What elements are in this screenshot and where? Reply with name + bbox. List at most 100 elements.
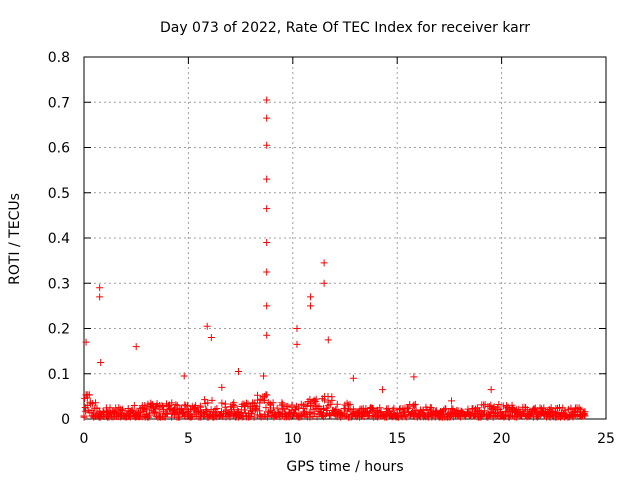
data-point xyxy=(173,402,181,410)
data-point xyxy=(401,412,409,420)
data-point xyxy=(172,401,180,409)
data-point-peak xyxy=(263,268,271,276)
data-point xyxy=(448,404,456,412)
data-point xyxy=(306,402,314,410)
data-point xyxy=(208,396,216,404)
data-point xyxy=(218,399,226,407)
data-point xyxy=(360,413,368,421)
data-point xyxy=(266,400,274,408)
data-point xyxy=(263,413,271,421)
data-point-peak xyxy=(207,334,215,342)
data-point xyxy=(575,405,583,413)
data-point-peak xyxy=(320,259,328,267)
y-tick-label: 0.8 xyxy=(48,50,70,66)
data-point xyxy=(181,401,189,409)
data-point-peak xyxy=(263,302,271,310)
data-point xyxy=(305,409,313,417)
data-point xyxy=(493,404,501,412)
grid-lines xyxy=(84,57,606,419)
data-point xyxy=(404,404,412,412)
x-tick-labels: 0 5 10 15 20 25 xyxy=(80,431,615,447)
y-tick-label: 0.3 xyxy=(48,276,70,292)
data-point xyxy=(508,401,516,409)
data-point xyxy=(99,408,107,416)
data-point-peak xyxy=(263,141,271,149)
data-point xyxy=(547,404,555,412)
data-point xyxy=(158,401,166,409)
data-point-peak xyxy=(263,239,271,247)
data-point xyxy=(410,401,418,409)
data-point xyxy=(262,404,270,412)
data-point-peak xyxy=(263,175,271,183)
data-point-peak xyxy=(349,374,357,382)
data-point xyxy=(328,396,336,404)
y-tick-label: 0 xyxy=(61,412,70,428)
x-axis-label: GPS time / hours xyxy=(286,459,403,475)
data-point-peak xyxy=(96,284,104,292)
data-point xyxy=(263,391,271,399)
data-point-peak xyxy=(260,372,268,380)
data-point xyxy=(344,401,352,409)
data-point xyxy=(252,406,260,414)
data-point xyxy=(203,407,211,415)
data-point xyxy=(411,400,419,408)
data-point xyxy=(333,400,341,408)
chart-title: Day 073 of 2022, Rate Of TEC Index for r… xyxy=(160,20,530,36)
data-point-peak xyxy=(447,397,455,405)
data-point xyxy=(379,412,387,420)
data-point-peak xyxy=(82,338,90,346)
data-point xyxy=(253,403,261,411)
data-point-peak xyxy=(263,331,271,339)
data-point-peak xyxy=(235,367,243,375)
data-point xyxy=(256,407,264,415)
data-point xyxy=(83,402,91,410)
data-point xyxy=(395,406,403,414)
data-point xyxy=(201,396,209,404)
data-point xyxy=(196,402,204,410)
data-point xyxy=(294,404,302,412)
data-point xyxy=(184,401,192,409)
data-point-peak xyxy=(487,386,495,394)
data-point-peak xyxy=(263,205,271,213)
data-point xyxy=(151,408,159,416)
data-point-peak xyxy=(263,96,271,104)
data-point xyxy=(115,404,123,412)
data-point xyxy=(80,412,88,420)
data-point-peak xyxy=(307,293,315,301)
data-point xyxy=(256,399,264,407)
y-tick-label: 0.7 xyxy=(48,95,70,111)
x-tick-label: 15 xyxy=(388,431,406,447)
x-tick-label: 20 xyxy=(493,431,511,447)
data-point-peak xyxy=(293,325,301,332)
data-point xyxy=(495,400,503,408)
data-point xyxy=(343,399,351,407)
data-point xyxy=(288,401,296,409)
data-point xyxy=(204,399,212,407)
data-point xyxy=(346,406,354,414)
data-point xyxy=(87,400,95,408)
y-tick-label: 0.4 xyxy=(48,231,70,247)
data-point xyxy=(247,412,255,420)
data-point xyxy=(88,399,96,407)
data-point xyxy=(130,401,138,409)
y-tick-label: 0.2 xyxy=(48,322,70,338)
data-point xyxy=(427,404,435,412)
data-point-peak xyxy=(293,340,301,348)
data-point-peak xyxy=(307,302,315,310)
data-point xyxy=(269,399,277,407)
data-point xyxy=(325,411,333,419)
y-tick-label: 0.1 xyxy=(48,367,70,383)
data-point xyxy=(141,404,149,412)
data-point xyxy=(303,402,311,410)
y-tick-label: 0.6 xyxy=(48,141,70,157)
data-point xyxy=(230,402,238,410)
data-point xyxy=(402,413,410,421)
data-point xyxy=(449,405,457,413)
data-point xyxy=(441,405,449,413)
data-point-peak xyxy=(132,343,140,351)
x-tick-label: 10 xyxy=(284,431,302,447)
x-tick-label: 5 xyxy=(184,431,193,447)
data-point-peak xyxy=(97,358,105,366)
data-point xyxy=(528,410,536,418)
